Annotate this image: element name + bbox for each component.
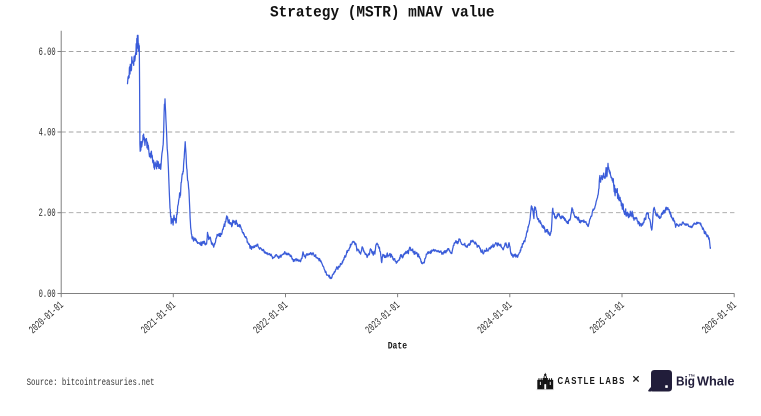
svg-text:6.00: 6.00 (39, 47, 56, 59)
svg-text:2.00: 2.00 (39, 208, 56, 220)
svg-text:CASTLE LABS: CASTLE LABS (558, 376, 626, 387)
svg-text:Whale: Whale (697, 374, 735, 389)
svg-text:Date: Date (388, 342, 407, 353)
svg-text:4.00: 4.00 (39, 127, 56, 139)
svg-text:Big: Big (676, 374, 695, 389)
svg-text:Source: bitcointreasuries.net: Source: bitcointreasuries.net (27, 377, 155, 389)
svg-text:The: The (689, 373, 695, 377)
svg-text:0.00: 0.00 (39, 289, 56, 301)
svg-text:Strategy (MSTR) mNAV value: Strategy (MSTR) mNAV value (270, 3, 495, 21)
